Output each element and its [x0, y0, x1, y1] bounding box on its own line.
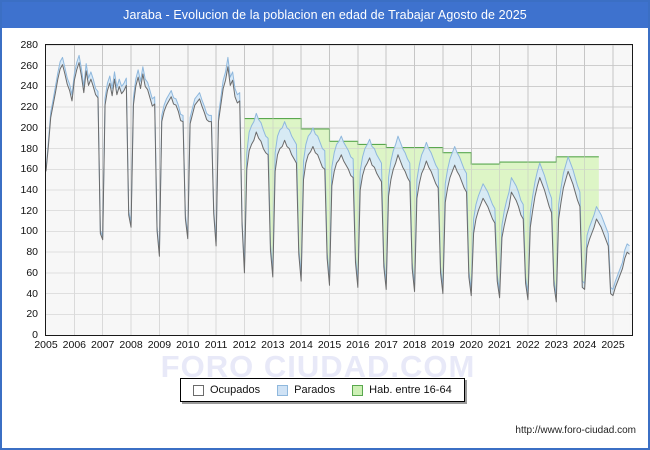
x-axis-tick-label: 2019	[431, 339, 455, 351]
x-axis-tick-label: 2025	[601, 339, 625, 351]
legend-item-0: Ocupados	[193, 384, 260, 396]
x-axis-tick-label: 2013	[261, 339, 285, 351]
plot-area	[45, 44, 633, 336]
y-axis-tick-label: 140	[20, 184, 38, 196]
x-axis-tick-label: 2016	[346, 339, 370, 351]
x-axis-tick-label: 2014	[289, 339, 313, 351]
legend-label: Parados	[294, 384, 336, 396]
y-axis-tick-label: 160	[20, 163, 38, 176]
window-title: Jaraba - Evolucion de la poblacion en ed…	[2, 2, 648, 28]
y-axis-tick-label: 60	[26, 266, 38, 279]
legend-swatch-icon	[277, 384, 289, 396]
y-axis-tick-label: 40	[26, 287, 38, 300]
chart-canvas	[46, 45, 632, 335]
chart-legend: Ocupados Parados Hab. entre 16-64	[180, 378, 465, 402]
x-axis-tick-label: 2017	[374, 339, 398, 351]
x-axis-tick-label: 2015	[317, 339, 342, 351]
footer-url: http://www.foro-ciudad.com	[515, 425, 636, 436]
y-axis-tick-label: 240	[20, 80, 38, 93]
y-axis-tick-label: 20	[26, 308, 38, 321]
y-axis-tick-label: 220	[20, 101, 38, 114]
x-axis-tick-label: 2006	[62, 339, 87, 351]
y-axis-tick-label: 200	[20, 121, 38, 134]
x-axis-tick-label: 2024	[572, 339, 597, 351]
y-axis-tick-label: 120	[20, 204, 38, 217]
y-axis-tick-label: 100	[20, 225, 38, 238]
legend-label: Ocupados	[210, 384, 261, 396]
x-axis-tick-label: 2009	[147, 339, 172, 351]
y-axis-tick-label: 80	[26, 246, 38, 259]
x-axis-tick-label: 2021	[487, 339, 512, 351]
x-axis-tick-label: 2012	[232, 339, 257, 351]
x-axis-tick-label: 2005	[34, 339, 58, 351]
legend-label: Hab. entre 16-64	[369, 384, 452, 396]
series-line-parados	[46, 54, 630, 297]
legend-swatch-icon	[352, 384, 364, 396]
x-axis-tick-label: 2010	[176, 339, 200, 351]
series-area-ocupados	[46, 62, 630, 335]
y-axis-tick-label: 180	[20, 142, 38, 155]
y-axis-tick-label: 280	[20, 39, 38, 51]
x-axis-tick-label: 2020	[459, 339, 483, 351]
x-axis-tick-label: 2007	[91, 339, 115, 351]
y-axis-tick-label: 260	[20, 59, 38, 72]
x-axis-tick-label: 2018	[402, 339, 427, 351]
legend-item-2: Hab. entre 16-64	[352, 384, 452, 396]
x-axis-tick-label: 2023	[544, 339, 568, 351]
y-axis-tick-label: 0	[32, 329, 38, 341]
legend-swatch-icon	[193, 384, 204, 396]
x-axis-tick-label: 2011	[204, 339, 228, 351]
x-axis-tick-label: 2008	[119, 339, 143, 351]
series-line-ocupados	[46, 62, 630, 303]
legend-item-1: Parados	[277, 384, 335, 396]
x-axis-tick-label: 2022	[516, 339, 540, 351]
